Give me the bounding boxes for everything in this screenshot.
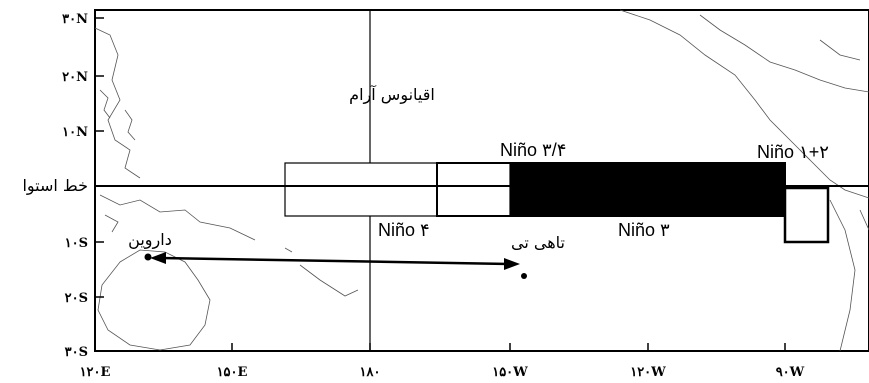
nino12-label: Niño ۱+۲ [757, 142, 829, 162]
x-tick-label: ۱۲۰W [630, 365, 666, 380]
tahiti-point [521, 273, 527, 279]
darwin-tahiti-arrow [159, 256, 511, 266]
coastlines [94, 9, 869, 352]
nino12-region [783, 186, 830, 244]
arrow-head-right [504, 258, 520, 270]
y-tick-label: ۲۰S [65, 291, 88, 306]
x-tick-label: ۹۰W [776, 365, 805, 380]
darwin-label: داروین [128, 230, 172, 250]
x-tick-label: ۱۵۰E [217, 365, 248, 380]
x-ticks [231, 343, 786, 351]
darwin-point [144, 253, 152, 261]
y-tick-label: ۱۰S [65, 236, 88, 251]
y-tick-label: ۲۰N [62, 70, 88, 85]
arrow-head-left [150, 252, 166, 264]
x-tick-label: ۱۲۰E [80, 365, 111, 380]
x-tick-label: ۱۸۰ [360, 365, 381, 380]
y-tick-label: ۳۰S [65, 345, 88, 360]
y-tick-label: ۳۰N [62, 12, 88, 27]
x-tick-label: ۱۵۰W [492, 365, 528, 380]
nino34-label: Niño ۳/۴ [500, 140, 566, 160]
y-ticks [95, 17, 104, 352]
tahiti-label: تاهی تی [511, 233, 565, 252]
ocean-label: اقیانوس آرام [349, 85, 435, 105]
y-tick-label: ۱۰N [62, 125, 88, 140]
nino4-region [284, 162, 511, 217]
nino3-region [509, 162, 786, 217]
nino4-label: Niño ۴ [378, 220, 430, 240]
equator-label: خط استوا [22, 176, 88, 196]
nino3-label: Niño ۳ [618, 220, 670, 240]
